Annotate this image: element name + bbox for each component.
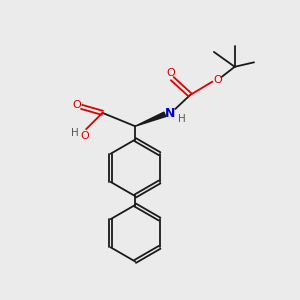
Text: H: H	[71, 128, 79, 138]
Text: O: O	[80, 131, 89, 141]
Text: O: O	[167, 68, 175, 78]
Text: O: O	[213, 75, 222, 85]
Text: O: O	[72, 100, 81, 110]
Text: H: H	[178, 114, 186, 124]
Polygon shape	[135, 112, 166, 126]
Text: N: N	[165, 106, 175, 120]
